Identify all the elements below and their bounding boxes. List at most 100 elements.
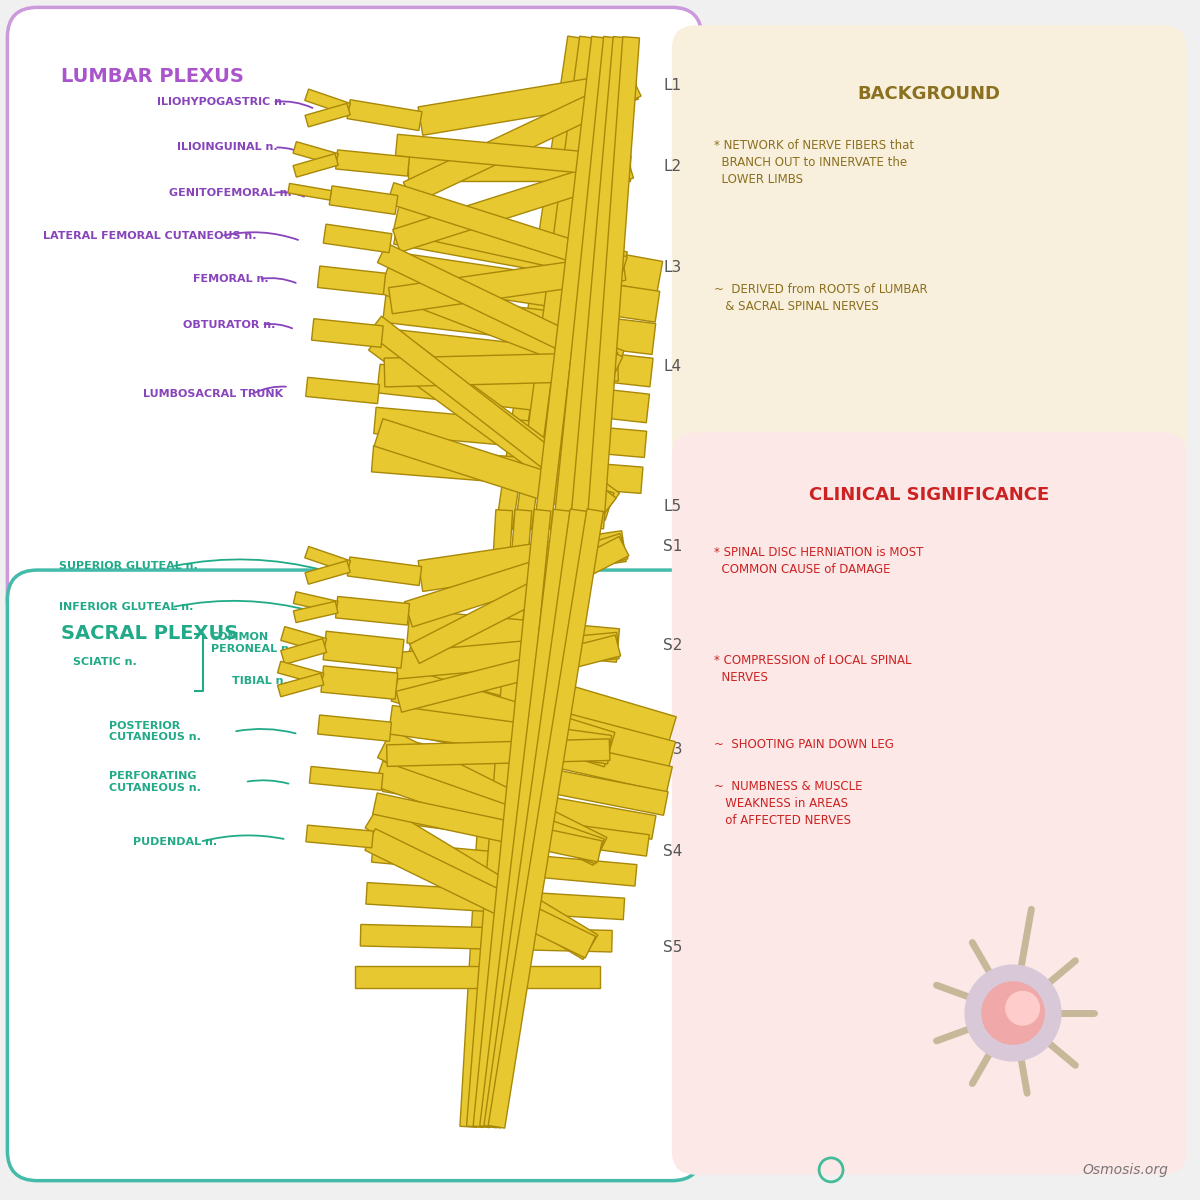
Text: BACKGROUND: BACKGROUND: [858, 85, 1001, 103]
Polygon shape: [277, 661, 324, 685]
Polygon shape: [407, 610, 619, 662]
Polygon shape: [365, 829, 595, 958]
Text: PUDENDAL n.: PUDENDAL n.: [133, 836, 217, 847]
Polygon shape: [281, 638, 326, 665]
Polygon shape: [366, 882, 624, 919]
Polygon shape: [570, 36, 630, 529]
Polygon shape: [323, 224, 392, 253]
Text: LUMBAR PLEXUS: LUMBAR PLEXUS: [61, 67, 244, 86]
FancyBboxPatch shape: [7, 570, 702, 1181]
Text: S5: S5: [664, 940, 683, 955]
Text: TIBIAL n.: TIBIAL n.: [233, 677, 288, 686]
Polygon shape: [418, 530, 626, 592]
Polygon shape: [394, 214, 662, 292]
Polygon shape: [377, 365, 649, 422]
Polygon shape: [380, 329, 653, 386]
Polygon shape: [395, 632, 619, 679]
Polygon shape: [305, 546, 350, 572]
Polygon shape: [320, 666, 397, 700]
Polygon shape: [404, 672, 676, 769]
Polygon shape: [473, 509, 551, 1128]
Polygon shape: [392, 155, 634, 252]
Text: FEMORAL n.: FEMORAL n.: [193, 274, 269, 284]
Polygon shape: [368, 316, 616, 515]
Polygon shape: [480, 509, 570, 1128]
Polygon shape: [396, 134, 631, 178]
Polygon shape: [373, 793, 602, 862]
Text: SACRAL PLEXUS: SACRAL PLEXUS: [61, 624, 239, 643]
Text: ~  DERIVED from ROOTS of LUMBAR
   & SACRAL SPINAL NERVES: ~ DERIVED from ROOTS of LUMBAR & SACRAL …: [714, 283, 928, 313]
Text: L4: L4: [664, 359, 682, 374]
Polygon shape: [305, 89, 350, 115]
Text: S1: S1: [664, 539, 683, 553]
Polygon shape: [372, 841, 637, 886]
Polygon shape: [389, 252, 660, 322]
Polygon shape: [394, 202, 628, 282]
Circle shape: [982, 982, 1044, 1044]
Polygon shape: [389, 706, 612, 764]
Text: SCIATIC n.: SCIATIC n.: [73, 658, 137, 667]
Polygon shape: [389, 254, 626, 313]
Polygon shape: [383, 768, 656, 839]
Text: ILIOINGUINAL n.: ILIOINGUINAL n.: [178, 143, 278, 152]
Polygon shape: [293, 601, 338, 623]
Polygon shape: [404, 534, 628, 626]
Polygon shape: [534, 36, 608, 529]
Polygon shape: [347, 557, 421, 586]
Text: * COMPRESSION of LOCAL SPINAL
  NERVES: * COMPRESSION of LOCAL SPINAL NERVES: [714, 654, 911, 684]
Polygon shape: [373, 407, 647, 457]
Polygon shape: [404, 638, 677, 746]
Polygon shape: [372, 445, 643, 493]
Text: S3: S3: [664, 742, 683, 757]
Text: ~  NUMBNESS & MUSCLE
   WEAKNESS in AREAS
   of AFFECTED NERVES: ~ NUMBNESS & MUSCLE WEAKNESS in AREAS of…: [714, 780, 863, 827]
Polygon shape: [336, 596, 409, 625]
Text: INFERIOR GLUTEAL n.: INFERIOR GLUTEAL n.: [59, 602, 193, 612]
Circle shape: [1006, 991, 1039, 1025]
Polygon shape: [354, 966, 600, 988]
Polygon shape: [391, 667, 614, 767]
Polygon shape: [323, 631, 404, 668]
Text: PERFORATING
CUTANEOUS n.: PERFORATING CUTANEOUS n.: [109, 772, 202, 793]
Polygon shape: [374, 419, 614, 521]
Polygon shape: [318, 715, 391, 742]
Polygon shape: [467, 510, 532, 1128]
Polygon shape: [488, 509, 604, 1128]
Polygon shape: [496, 36, 584, 529]
Polygon shape: [378, 262, 624, 382]
Polygon shape: [396, 635, 620, 713]
Polygon shape: [378, 244, 623, 377]
Polygon shape: [384, 352, 618, 386]
Polygon shape: [281, 626, 326, 653]
Polygon shape: [400, 707, 672, 792]
Text: CLINICAL SIGNIFICANCE: CLINICAL SIGNIFICANCE: [809, 486, 1049, 504]
Polygon shape: [374, 761, 605, 864]
Polygon shape: [515, 36, 596, 529]
Polygon shape: [484, 509, 587, 1128]
Polygon shape: [360, 924, 612, 952]
Text: GENITOFEMORAL n.: GENITOFEMORAL n.: [169, 188, 292, 198]
Polygon shape: [388, 738, 668, 815]
Polygon shape: [386, 739, 610, 767]
Text: COMMON
PERONEAL n.: COMMON PERONEAL n.: [211, 632, 293, 654]
Text: L1: L1: [664, 78, 682, 92]
Polygon shape: [388, 182, 628, 277]
Text: SUPERIOR GLUTEAL n.: SUPERIOR GLUTEAL n.: [59, 562, 198, 571]
Polygon shape: [329, 186, 398, 215]
Polygon shape: [306, 826, 373, 847]
Polygon shape: [318, 266, 385, 295]
Text: L3: L3: [664, 259, 682, 275]
Text: L5: L5: [664, 499, 682, 514]
Polygon shape: [310, 767, 383, 791]
FancyBboxPatch shape: [672, 25, 1187, 468]
Text: S4: S4: [664, 844, 683, 859]
Text: * SPINAL DISC HERNIATION is MOST
  COMMON CAUSE of DAMAGE: * SPINAL DISC HERNIATION is MOST COMMON …: [714, 546, 923, 576]
Polygon shape: [293, 154, 338, 178]
Polygon shape: [409, 536, 629, 664]
Polygon shape: [365, 803, 598, 960]
Polygon shape: [305, 560, 350, 584]
Text: OBTURATOR n.: OBTURATOR n.: [184, 319, 276, 330]
Text: Osmosis.org: Osmosis.org: [1082, 1163, 1169, 1177]
Polygon shape: [312, 319, 383, 347]
Circle shape: [965, 965, 1061, 1061]
Polygon shape: [293, 142, 338, 166]
